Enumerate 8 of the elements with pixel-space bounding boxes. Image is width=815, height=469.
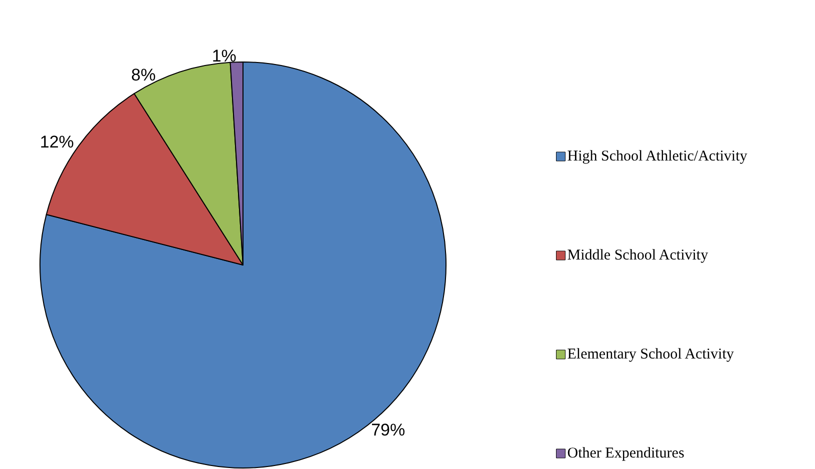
legend-label: Elementary School Activity	[567, 346, 734, 362]
data-label: 12%	[40, 132, 74, 152]
data-label: 1%	[212, 46, 236, 66]
legend-label: Other Expenditures	[567, 446, 684, 462]
data-label: 8%	[131, 66, 156, 85]
legend-label: High School Athletic/Activity	[567, 148, 748, 164]
legend-label: Middle School Activity	[567, 248, 709, 264]
data-label: 79%	[371, 420, 406, 440]
